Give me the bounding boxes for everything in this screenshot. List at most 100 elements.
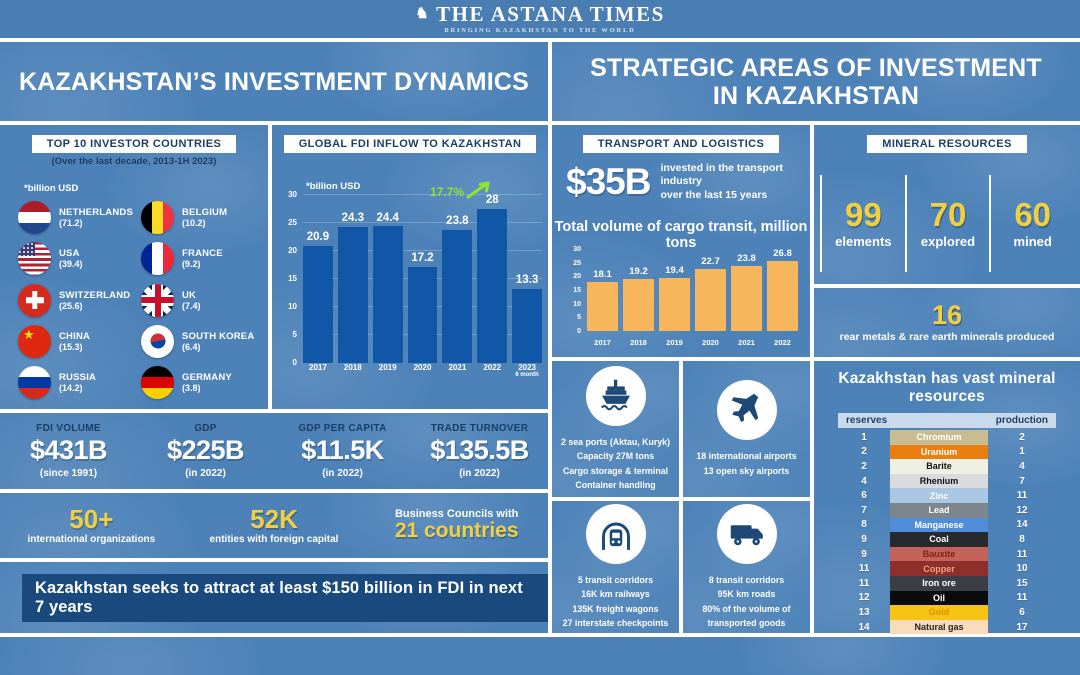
- investor-country: RUSSIA: [59, 372, 97, 383]
- fdi-unit-note: *billion USD: [306, 181, 361, 192]
- reserves-rank: 11: [858, 563, 870, 575]
- mineral-name: Iron ore: [890, 575, 988, 591]
- country-flag-icon: [18, 201, 51, 234]
- mineral-name: Uranium: [890, 444, 988, 460]
- investor-country: NETHERLANDS: [59, 207, 133, 218]
- growth-annotation: 17.7%: [430, 179, 492, 199]
- investor-amount: (14.2): [59, 383, 83, 393]
- country-flag-icon: [141, 324, 174, 358]
- mineral-table-row: 11 Copper 10: [838, 561, 1056, 576]
- fdi-inflow-bar-chart: 0 5 10 15 20 25 30 20.9 24.3 24.4 17.2 23.8 28 13.3 …: [282, 191, 543, 379]
- rare-metals-value: 16: [931, 300, 963, 330]
- investor-amount: (15.3): [59, 341, 83, 352]
- investor-amount: (3.8): [182, 383, 201, 393]
- mineral-stat-value: 99: [844, 196, 882, 233]
- production-rank: 10: [1016, 563, 1028, 575]
- airports-panel: 18 international airports 13 open sky air…: [683, 361, 810, 497]
- foreign-entities-stat: 52K entities with foreign capital: [183, 504, 366, 545]
- investors-column-1: NETHERLANDS (71.2) USA (39.4) SWITZE: [18, 201, 137, 399]
- cargo-ship-icon: [585, 366, 646, 427]
- railways-line: 27 interstate checkpoints: [562, 617, 669, 628]
- production-rank: 14: [1016, 519, 1028, 531]
- reserves-rank: 7: [861, 504, 867, 516]
- mineral-name: Lead: [890, 502, 988, 518]
- mineral-table-header: reserves production: [838, 413, 1056, 428]
- highlights-row: 50+ international organizations 52K enti…: [0, 493, 548, 558]
- mineral-table-title: Kazakhstan has vast mineral resources: [838, 370, 1056, 405]
- mineral-name: Manganese: [890, 517, 988, 533]
- stat-note: (in 2022): [459, 468, 500, 479]
- investor-amount: (7.4): [182, 300, 201, 311]
- investor-amount: (39.4): [59, 259, 83, 270]
- councils-value: 21 countries: [394, 519, 519, 543]
- mineral-name: Coal: [890, 532, 988, 547]
- country-flag-icon: [141, 242, 174, 276]
- horse-emblem-icon: ♞: [415, 6, 431, 22]
- investor-country: FRANCE: [182, 248, 223, 260]
- mineral-table-row: 1 Chromium 2: [838, 430, 1056, 445]
- reserves-rank: 13: [858, 606, 870, 618]
- investor-country: SOUTH KOREA: [182, 330, 255, 342]
- country-flag-icon: [18, 366, 51, 399]
- international-organizations-stat: 50+ international organizations: [0, 504, 183, 545]
- mineral-stat-label: mined: [1013, 234, 1052, 249]
- newspaper-logo: ♞ THE ASTANA TIMES: [415, 4, 665, 25]
- cargo-transit-bar-chart: 0 5 10 15 20 25 30 18.1 19.2 19.4 22.7 23.8 26.8 20…: [566, 246, 798, 347]
- stat-note: (in 2022): [185, 468, 226, 479]
- production-rank: 2: [1019, 431, 1025, 443]
- investor-row: GERMANY (3.8): [141, 366, 260, 399]
- production-rank: 11: [1016, 592, 1028, 604]
- country-flag-icon: [18, 283, 51, 317]
- stat-label: FDI VOLUME: [36, 423, 101, 434]
- reserves-rank: 8: [861, 519, 867, 531]
- mineral-table-row: 4 Rhenium 7: [838, 473, 1056, 489]
- reserves-rank: 2: [861, 460, 867, 472]
- investor-country: SWITZERLAND: [59, 289, 131, 301]
- airplane-icon: [716, 380, 777, 441]
- stat-label: TRADE TURNOVER: [430, 423, 529, 434]
- economy-stats-row: FDI VOLUME $431B (since 1991) GDP $225B …: [0, 413, 548, 489]
- investor-row: RUSSIA (14.2): [18, 366, 137, 399]
- sea-ports-panel: 2 sea ports (Aktau, Kuryk) Capacity 27M t…: [552, 361, 679, 497]
- masthead: ♞ THE ASTANA TIMES BRINGING KAZAKHSTAN T…: [0, 0, 1080, 38]
- mineral-name: Chromium: [890, 430, 988, 445]
- minerals-heading: MINERAL RESOURCES: [867, 135, 1027, 153]
- investor-row: NETHERLANDS (71.2): [18, 201, 137, 234]
- production-rank: 15: [1016, 577, 1028, 589]
- newspaper-title: THE ASTANA TIMES: [436, 2, 665, 26]
- mineral-stat-value: 70: [929, 196, 967, 233]
- rare-metals-label: rear metals & rare earth minerals produc…: [839, 331, 1055, 343]
- investors-unit-note: *billion USD: [24, 183, 79, 194]
- investor-country: BELGIUM: [182, 207, 228, 218]
- reserves-rank: 14: [858, 621, 870, 633]
- country-flag-icon: [18, 242, 51, 276]
- mineral-table-row: 7 Lead 12: [838, 502, 1056, 518]
- transport-heading: TRANSPORT AND LOGISTICS: [582, 135, 780, 153]
- mineral-table-row: 2 Uranium 1: [838, 444, 1056, 460]
- mineral-table-row: 11 Iron ore 15: [838, 575, 1056, 591]
- stat-label: GDP: [194, 423, 217, 434]
- investors-column-2: BELGIUM (10.2) FRANCE (9.2) UK: [141, 201, 260, 399]
- investor-amount: (71.2): [59, 218, 83, 228]
- mineral-name: Natural gas: [890, 619, 988, 635]
- reserves-rank: 9: [861, 548, 867, 560]
- orgs-value: 50+: [69, 504, 114, 535]
- stat-value: $11.5K: [301, 435, 384, 465]
- investors-subheading: (Over the last decade, 2013-1H 2023): [51, 156, 217, 167]
- economy-stat: TRADE TURNOVER $135.5B (in 2022): [411, 423, 548, 479]
- investor-amount: (9.2): [182, 259, 201, 270]
- railways-panel: 5 transit corridors 16K km railways 135K f…: [552, 501, 679, 633]
- production-rank: 8: [1019, 533, 1025, 545]
- sea-ports-line: Container handling: [575, 479, 656, 490]
- mineral-resources-panel: MINERAL RESOURCES 99 elements 70 explore…: [814, 125, 1080, 284]
- investor-row: BELGIUM (10.2): [141, 201, 260, 234]
- airports-line: 18 international airports: [696, 451, 797, 462]
- investor-row: UK (7.4): [141, 283, 260, 317]
- economy-stat: GDP PER CAPITA $11.5K (in 2022): [274, 423, 411, 479]
- railways-line: 16K km railways: [581, 589, 650, 600]
- mineral-table-row: 12 Oil 11: [838, 590, 1056, 606]
- roads-line: 80% of the volume of: [702, 603, 791, 614]
- entities-value: 52K: [250, 504, 298, 535]
- mineral-name: Oil: [890, 590, 988, 606]
- sea-ports-line: Capacity 27M tons: [576, 451, 655, 462]
